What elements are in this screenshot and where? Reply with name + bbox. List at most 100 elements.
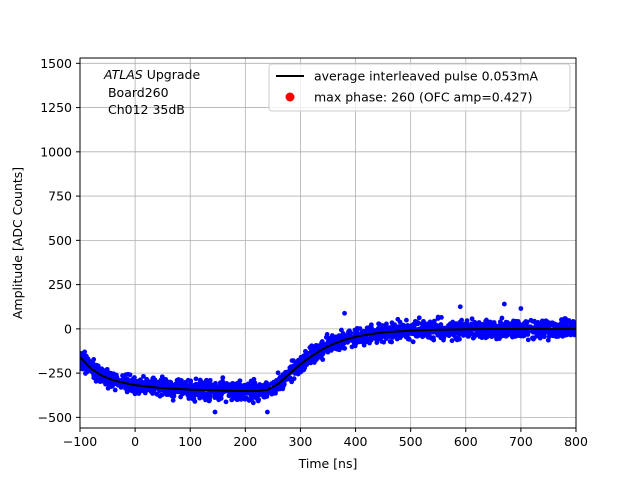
scatter-point: [349, 344, 355, 350]
scatter-point: [235, 386, 241, 391]
scatter-point: [311, 344, 317, 350]
scatter-point: [136, 391, 142, 396]
scatter-point: [132, 375, 137, 380]
scatter-point: [384, 321, 389, 327]
scatter-point: [484, 317, 489, 323]
scatter-point: [525, 332, 531, 337]
scatter-point: [525, 337, 531, 343]
annotation-italic: ATLAS: [103, 67, 143, 82]
scatter-point: [157, 388, 162, 394]
scatter-point: [342, 310, 347, 316]
scatter-point: [404, 317, 409, 323]
y-tick-label: 1500: [40, 56, 72, 71]
scatter-point: [285, 376, 291, 382]
scatter-point: [510, 334, 516, 340]
scatter-point: [261, 394, 267, 400]
x-tick-label: 100: [178, 434, 202, 449]
legend-label-maxphase: max phase: 260 (OFC amp=0.427): [314, 90, 532, 105]
scatter-point: [97, 379, 103, 384]
scatter-point: [515, 319, 521, 324]
scatter-point: [475, 323, 481, 329]
scatter-point: [93, 378, 99, 384]
scatter-point: [497, 319, 503, 325]
scatter-point: [365, 337, 371, 343]
scatter-point: [374, 335, 380, 341]
scatter-point: [309, 357, 315, 363]
scatter-point: [177, 379, 183, 385]
scatter-point: [80, 366, 86, 372]
scatter-point: [449, 331, 455, 337]
scatter-point: [325, 349, 331, 355]
scatter-point: [170, 397, 176, 403]
scatter-point: [369, 325, 374, 330]
scatter-point: [401, 322, 406, 328]
scatter-point: [395, 316, 401, 322]
scatter-point: [393, 334, 399, 339]
scatter-point: [223, 399, 229, 405]
x-tick-label: 200: [233, 434, 257, 449]
scatter-point: [507, 322, 513, 328]
scatter-point: [164, 380, 170, 385]
scatter-point: [337, 343, 343, 349]
scatter-point: [403, 334, 409, 340]
scatter-point: [546, 334, 552, 339]
scatter-point: [483, 335, 489, 341]
legend-box: [268, 63, 571, 112]
scatter-point: [532, 318, 537, 324]
scatter-point: [375, 325, 381, 331]
annotation-line3: Ch012 35dB: [104, 102, 185, 117]
scatter-point: [275, 370, 281, 376]
scatter-point: [539, 332, 545, 338]
atlas-annotation: ATLAS Upgrade Board260 Ch012 35dB: [103, 67, 200, 117]
scatter-point: [91, 375, 97, 381]
scatter-point: [232, 394, 237, 400]
scatter-point: [118, 384, 124, 390]
scatter-point: [462, 324, 468, 330]
scatter-point: [501, 301, 507, 307]
scatter-point: [295, 371, 301, 377]
scatter-point: [336, 333, 342, 339]
scatter-point: [144, 376, 150, 382]
x-tick-label: 800: [564, 434, 588, 449]
scatter-point: [465, 329, 471, 335]
scatter-point: [431, 337, 437, 343]
scatter-point: [389, 339, 394, 345]
legend-label-average: average interleaved pulse 0.053mA: [314, 69, 539, 84]
scatter-point: [348, 330, 354, 336]
scatter-point: [419, 321, 425, 327]
y-tick-label: 750: [48, 189, 72, 204]
scatter-point: [425, 322, 431, 327]
scatter-point: [218, 396, 224, 401]
scatter-point: [182, 389, 188, 395]
scatter-point: [534, 333, 540, 339]
scatter-point: [246, 398, 252, 403]
x-tick-label: 300: [289, 434, 313, 449]
x-tick-label: −100: [63, 434, 97, 449]
scatter-point: [357, 326, 363, 332]
scatter-point: [489, 320, 495, 326]
scatter-point: [269, 388, 275, 394]
scatter-point: [142, 390, 148, 396]
scatter-point: [141, 373, 146, 379]
scatter-point: [138, 377, 143, 383]
legend: average interleaved pulse 0.053mA max ph…: [268, 63, 571, 112]
scatter-point: [302, 365, 308, 371]
scatter-point: [250, 400, 256, 406]
scatter-point: [559, 317, 564, 323]
scatter-point: [248, 378, 254, 384]
scatter-point: [112, 387, 118, 393]
scatter-point: [503, 330, 508, 336]
scatter-point: [193, 376, 199, 382]
y-tick-label: 250: [48, 277, 72, 292]
scatter-point: [548, 329, 554, 335]
scatter-point: [479, 335, 485, 341]
scatter-point: [498, 332, 504, 337]
scatter-point: [127, 372, 133, 378]
scatter-point: [172, 388, 177, 394]
scatter-point: [206, 380, 212, 386]
scatter-point: [499, 315, 505, 321]
plot-frame: [79, 57, 577, 429]
scatter-point: [249, 393, 255, 399]
scatter-point: [333, 343, 339, 349]
scatter-point: [539, 318, 545, 324]
